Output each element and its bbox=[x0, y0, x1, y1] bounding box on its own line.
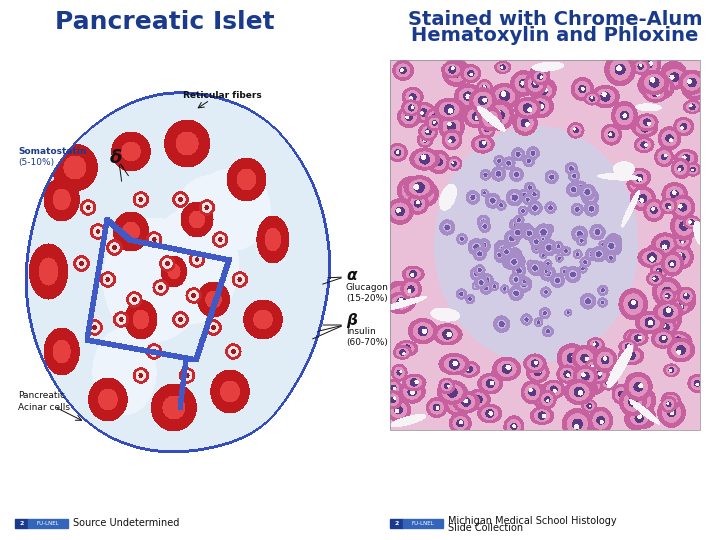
Text: FU-LNEL: FU-LNEL bbox=[412, 521, 434, 526]
Text: 2: 2 bbox=[19, 521, 24, 526]
Text: FU-LNEL: FU-LNEL bbox=[37, 521, 59, 526]
Bar bbox=[28, 519, 68, 528]
Text: (15-20%): (15-20%) bbox=[346, 294, 388, 302]
Text: Source Undetermined: Source Undetermined bbox=[73, 518, 179, 529]
Text: Pancreatic Islet: Pancreatic Islet bbox=[55, 10, 275, 34]
Text: Glucagon: Glucagon bbox=[346, 282, 389, 292]
Text: δ: δ bbox=[110, 149, 122, 167]
Bar bbox=[390, 60, 700, 430]
Text: Acinar cells: Acinar cells bbox=[18, 402, 70, 411]
Text: Slide Collection: Slide Collection bbox=[448, 523, 523, 533]
Text: (5-10%): (5-10%) bbox=[18, 159, 54, 167]
Text: Somatostatin: Somatostatin bbox=[18, 147, 86, 157]
Text: β: β bbox=[346, 313, 357, 327]
Text: (60-70%): (60-70%) bbox=[346, 339, 388, 348]
Bar bbox=[390, 519, 403, 528]
Text: Pancreatic: Pancreatic bbox=[18, 390, 65, 400]
Text: Insulin: Insulin bbox=[346, 327, 376, 336]
Text: 2: 2 bbox=[395, 521, 399, 526]
Text: Stained with Chrome-Alum: Stained with Chrome-Alum bbox=[408, 10, 702, 29]
Bar bbox=[403, 519, 443, 528]
Bar bbox=[15, 519, 28, 528]
Text: α: α bbox=[346, 267, 356, 282]
Text: Reticular fibers: Reticular fibers bbox=[183, 91, 261, 99]
Text: Michigan Medical School Histology: Michigan Medical School Histology bbox=[448, 516, 616, 526]
Text: Hematoxylin and Phloxine: Hematoxylin and Phloxine bbox=[411, 26, 698, 45]
